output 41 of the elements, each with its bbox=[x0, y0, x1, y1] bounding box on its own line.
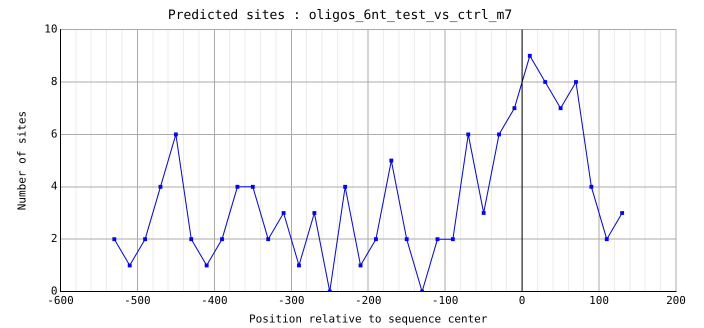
x-axis-title: Position relative to sequence center bbox=[249, 312, 488, 326]
point bbox=[312, 211, 316, 215]
x-tick-label: 0 bbox=[518, 294, 526, 308]
point bbox=[282, 211, 286, 215]
point bbox=[436, 237, 440, 242]
point bbox=[558, 106, 562, 110]
point bbox=[174, 132, 178, 136]
x-tick-label: -100 bbox=[432, 294, 458, 308]
point bbox=[620, 211, 624, 215]
point bbox=[204, 263, 209, 268]
x-tick-label: -200 bbox=[354, 294, 382, 308]
y-tick-label: 10 bbox=[44, 22, 58, 36]
y-tick-label: 6 bbox=[50, 127, 58, 140]
y-tick-label: 4 bbox=[50, 180, 58, 193]
point bbox=[497, 132, 501, 136]
point bbox=[297, 263, 301, 268]
point bbox=[512, 106, 516, 110]
point bbox=[466, 132, 470, 136]
point bbox=[389, 158, 394, 163]
y-tick-label: 2 bbox=[50, 232, 58, 246]
point bbox=[220, 237, 224, 242]
point bbox=[543, 80, 548, 84]
x-tick-label: 200 bbox=[666, 294, 686, 308]
y-axis-title: Number of sites bbox=[15, 110, 28, 210]
point bbox=[374, 237, 378, 242]
y-tick-label: 8 bbox=[50, 74, 58, 88]
point bbox=[158, 184, 162, 189]
point bbox=[358, 263, 362, 268]
point bbox=[482, 211, 486, 215]
point bbox=[343, 184, 348, 189]
x-tick-label: 100 bbox=[589, 294, 609, 308]
x-tick-label: -500 bbox=[124, 294, 151, 308]
point bbox=[143, 237, 147, 242]
point bbox=[450, 237, 455, 242]
point bbox=[574, 80, 578, 84]
point bbox=[236, 184, 240, 189]
x-tick-label: -300 bbox=[278, 294, 305, 308]
point bbox=[128, 263, 132, 268]
point bbox=[589, 184, 594, 189]
x-tick-label: -400 bbox=[201, 294, 228, 308]
chart-title: Predicted sites : oligos_6nt_test_vs_ctrl_m7 bbox=[168, 8, 512, 24]
